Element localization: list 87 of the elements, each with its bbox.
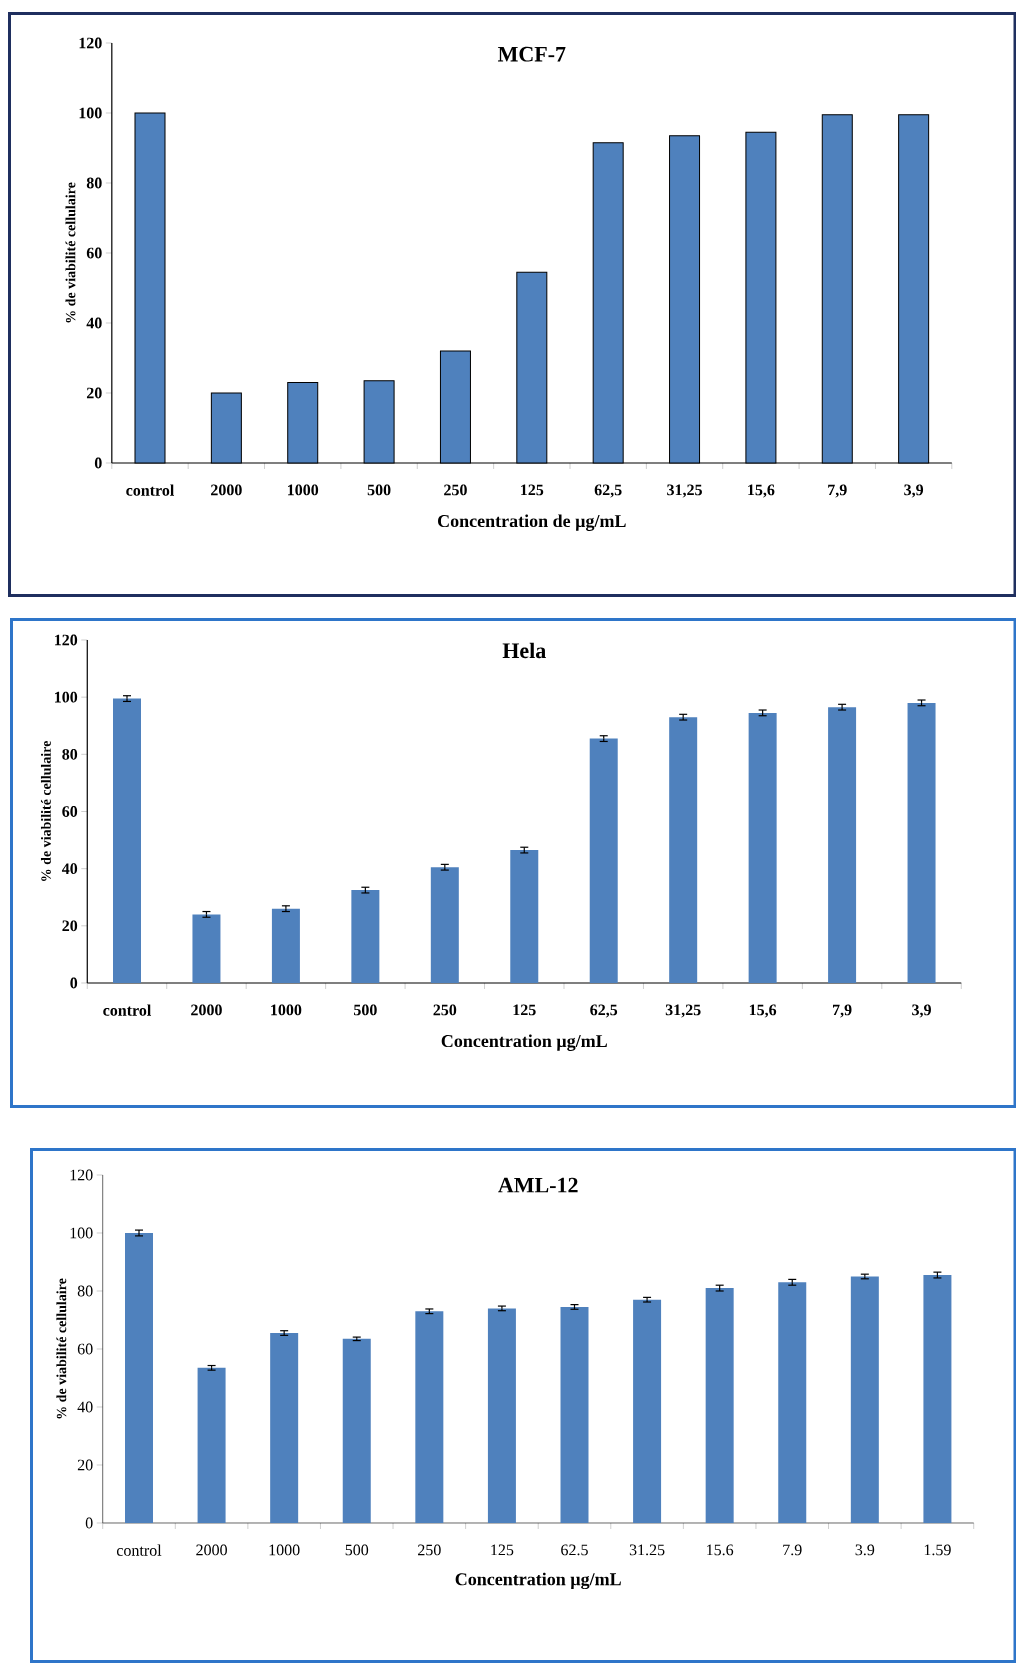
x-tick-label: 125 [513, 1004, 536, 1016]
x-tick-label: 2000 [196, 1544, 227, 1556]
y-tick-label: 40 [86, 317, 102, 329]
bar [430, 867, 459, 983]
x-tick-label: 2000 [190, 1004, 222, 1016]
x-tick-label: control [116, 1544, 162, 1556]
x-tick-label: 125 [491, 1544, 514, 1556]
bar [487, 1308, 516, 1523]
x-tick-label: 31,25 [666, 484, 702, 498]
x-axis-title: Concentration µg/mL [455, 1572, 621, 1590]
bar [192, 914, 221, 983]
x-tick-label: 1.59 [924, 1544, 951, 1556]
x-tick-label: 7,9 [827, 484, 847, 498]
bar [827, 707, 856, 983]
y-tick-label: 0 [70, 977, 77, 989]
x-tick-label: control [126, 484, 174, 496]
x-tick-label: 7,9 [832, 1004, 852, 1018]
x-tick-label: 250 [443, 484, 467, 496]
x-tick-label: 3,9 [911, 1004, 931, 1018]
y-axis-title: % de viabilité cellulaire [40, 741, 51, 881]
x-tick-label: 250 [417, 1544, 441, 1556]
bar [351, 890, 380, 983]
y-tick-label: 20 [86, 387, 102, 399]
y-tick-label: 80 [77, 1285, 93, 1297]
x-tick-label: 7.9 [783, 1544, 802, 1556]
bar [589, 738, 618, 983]
bar [668, 717, 697, 983]
x-tick-label: 1000 [287, 484, 318, 496]
x-tick-label: 500 [353, 1004, 377, 1016]
y-tick-label: 20 [77, 1459, 93, 1471]
x-tick-label: 31,25 [665, 1004, 701, 1018]
y-axis-title: % de viabilité cellulaire [56, 1278, 67, 1419]
bar [850, 1276, 879, 1523]
bar [124, 1232, 153, 1523]
bar [705, 1288, 734, 1523]
y-tick-label: 120 [54, 634, 77, 646]
x-tick-label: 2000 [210, 484, 242, 496]
y-tick-label: 60 [86, 247, 102, 259]
x-axis-title: Concentration de µg/mL [437, 514, 626, 531]
y-tick-label: 100 [54, 691, 77, 703]
y-tick-label: 20 [62, 920, 77, 932]
x-tick-label: 3.9 [855, 1544, 874, 1556]
x-tick-label: 125 [520, 484, 543, 496]
x-tick-label: 1000 [270, 1004, 302, 1016]
x-tick-label: 500 [367, 484, 391, 496]
x-axis-title: Concentration µg/mL [441, 1034, 607, 1051]
x-tick-label: 1000 [269, 1544, 300, 1556]
y-tick-label: 40 [61, 863, 77, 875]
y-axis-title: % de viabilité cellulaire [65, 182, 76, 323]
y-tick-label: 100 [79, 107, 102, 119]
chart-title: Hela [502, 642, 546, 659]
x-tick-label: 62.5 [560, 1544, 588, 1556]
x-tick-label: 3,9 [904, 484, 923, 498]
bar [342, 1338, 371, 1523]
bar [748, 712, 777, 983]
y-tick-label: 80 [62, 748, 77, 760]
chart-title: MCF-7 [497, 46, 566, 62]
y-tick-label: 120 [79, 37, 102, 49]
bar [560, 1306, 589, 1523]
x-tick-label: 15.6 [706, 1544, 733, 1556]
x-tick-label: 15,6 [747, 484, 775, 498]
x-tick-label: 250 [433, 1004, 456, 1016]
y-tick-label: 0 [94, 457, 102, 469]
bar [271, 908, 300, 983]
y-tick-label: 60 [77, 1343, 93, 1355]
y-tick-label: 120 [70, 1169, 93, 1181]
x-tick-label: 62,5 [594, 484, 622, 498]
bar [269, 1333, 298, 1523]
x-tick-label: 15,6 [749, 1004, 776, 1018]
y-tick-label: 40 [77, 1401, 93, 1413]
bar [197, 1367, 226, 1523]
bar [923, 1275, 952, 1523]
bar [907, 702, 936, 983]
x-tick-label: 31.25 [629, 1544, 665, 1556]
chart-title: AML-12 [497, 1177, 578, 1193]
x-tick-label: 62,5 [590, 1004, 617, 1018]
x-tick-label: control [103, 1004, 151, 1016]
y-tick-label: 0 [85, 1517, 93, 1529]
bar [415, 1311, 444, 1523]
bar [510, 850, 539, 983]
bar [778, 1282, 807, 1523]
x-tick-label: 500 [345, 1544, 368, 1556]
y-tick-label: 80 [86, 177, 102, 189]
y-tick-label: 100 [70, 1227, 93, 1239]
bar [632, 1299, 661, 1523]
y-tick-label: 60 [62, 806, 77, 817]
bar [112, 698, 141, 983]
